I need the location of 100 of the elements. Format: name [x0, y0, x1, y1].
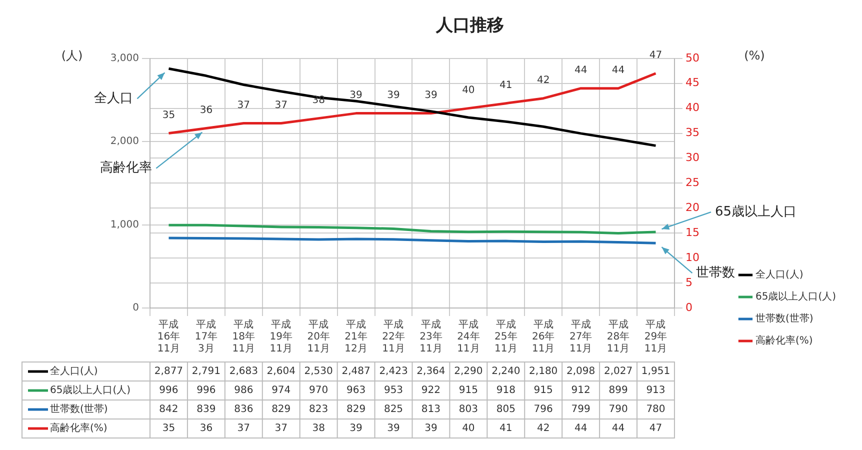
chart-title: 人口推移 [435, 16, 504, 36]
data-label: 40 [462, 423, 475, 434]
annotation: 65歳以上人口 [714, 204, 797, 220]
data-label: 839 [196, 404, 216, 416]
data-label: 2,683 [229, 366, 258, 378]
data-label: 918 [496, 385, 516, 396]
text: 高齢化率(%) [50, 423, 108, 434]
x-tick-label: 平成 18年 11月 [232, 318, 256, 355]
text: 全人口(人) [50, 366, 98, 378]
y2-tick-label: 30 [685, 151, 700, 164]
data-label: 41 [500, 423, 512, 434]
x-tick-label: 平成 27年 11月 [569, 318, 592, 355]
data-label: 996 [196, 385, 216, 396]
data-label: 829 [272, 404, 291, 416]
text: 37 [274, 100, 288, 111]
y2-tick-label: 50 [685, 51, 700, 64]
data-label: 1,951 [641, 366, 670, 378]
data-label: 796 [534, 404, 553, 416]
y2-tick-label: 20 [685, 201, 700, 214]
y2-tick-label: 10 [685, 250, 700, 264]
x-tick-label: 平成 23年 11月 [420, 318, 442, 355]
data-label: 2,180 [529, 366, 558, 378]
text: 65歳以上人口(人) [50, 385, 131, 396]
x-tick-label: 平成 16年 11月 [157, 318, 180, 355]
text: 47 [649, 50, 662, 61]
data-label: 36 [200, 423, 213, 434]
x-tick-label: 平成 17年 3月 [194, 318, 218, 355]
data-label: 39 [387, 423, 400, 434]
data-label: 823 [309, 404, 328, 416]
data-label: 2,290 [454, 366, 483, 378]
data-label: 37 [237, 423, 250, 434]
data-label: 2,604 [266, 366, 296, 378]
x-tick-label: 平成 25年 11月 [494, 318, 518, 355]
x-tick-label: 平成 24年 11月 [457, 318, 480, 355]
text: 44 [574, 64, 588, 76]
text: 世帯数(世帯) [50, 404, 108, 416]
text: 37 [237, 100, 250, 111]
annotation: 世帯数 [696, 265, 736, 280]
legend-label: 全人口(人) [755, 268, 804, 281]
data-label: 2,240 [492, 366, 520, 378]
data-label: 2,027 [604, 366, 633, 378]
text: 35 [162, 110, 176, 121]
legend-label: 世帯数(世帯) [755, 312, 814, 325]
data-label: 913 [646, 385, 666, 396]
data-label: 963 [346, 385, 366, 396]
data-label: 996 [159, 385, 178, 396]
data-label: 922 [421, 385, 441, 396]
data-label: 39 [350, 423, 362, 434]
y2-tick-label: 0 [685, 300, 692, 314]
text: 40 [462, 84, 475, 96]
text: 39 [424, 90, 438, 101]
legend-label: 高齢化率(%) [755, 334, 813, 347]
data-label: 47 [649, 423, 662, 434]
x-tick-label: 平成 28年 11月 [606, 318, 630, 355]
data-label: 799 [571, 404, 590, 416]
data-label: 2,877 [154, 366, 184, 378]
y2-tick-label: 35 [685, 126, 700, 140]
y2-tick-label: 5 [685, 276, 692, 289]
y-tick-label: 2,000 [110, 136, 139, 148]
x-tick-label: 平成 19年 11月 [270, 318, 292, 355]
y-tick-label: 3,000 [110, 52, 139, 64]
data-label: 2,487 [342, 366, 370, 378]
data-label: 2,423 [379, 366, 408, 378]
data-label: 825 [384, 404, 404, 416]
y2-tick-label: 40 [685, 101, 700, 114]
y2-tick-label: 45 [685, 76, 700, 90]
data-label: 915 [534, 385, 553, 396]
text: 39 [387, 90, 400, 101]
y-tick-label: 1,000 [110, 219, 139, 230]
data-label: 842 [159, 404, 178, 416]
x-tick-label: 平成 29年 11月 [644, 318, 668, 355]
data-label: 37 [274, 423, 288, 434]
data-label: 2,530 [304, 366, 333, 378]
text: 42 [536, 74, 550, 86]
data-label: 2,098 [566, 366, 596, 378]
data-label: 2,791 [192, 366, 221, 378]
data-label: 42 [536, 423, 550, 434]
text: 36 [200, 104, 213, 116]
y-tick-label: 0 [132, 302, 139, 314]
data-label: 803 [458, 404, 478, 416]
x-tick-label: 平成 21年 12月 [344, 318, 368, 355]
data-label: 44 [612, 423, 625, 434]
data-label: 35 [162, 423, 176, 434]
annotation: 全人口 [94, 91, 134, 106]
y2-tick-label: 25 [685, 176, 700, 190]
data-label: 836 [234, 404, 254, 416]
data-label: 780 [646, 404, 666, 416]
data-label: 829 [346, 404, 366, 416]
data-label: 953 [384, 385, 404, 396]
y2-axis-title: (%) [744, 48, 765, 63]
y2-tick-label: 15 [685, 226, 700, 239]
text: 44 [612, 64, 625, 76]
data-label: 970 [309, 385, 328, 396]
y-axis-title: (人) [61, 48, 83, 63]
data-label: 899 [608, 385, 628, 396]
annotation: 高齢化率 [100, 160, 152, 176]
data-label: 805 [496, 404, 516, 416]
data-label: 813 [421, 404, 441, 416]
data-label: 790 [608, 404, 628, 416]
text: 41 [500, 80, 512, 91]
